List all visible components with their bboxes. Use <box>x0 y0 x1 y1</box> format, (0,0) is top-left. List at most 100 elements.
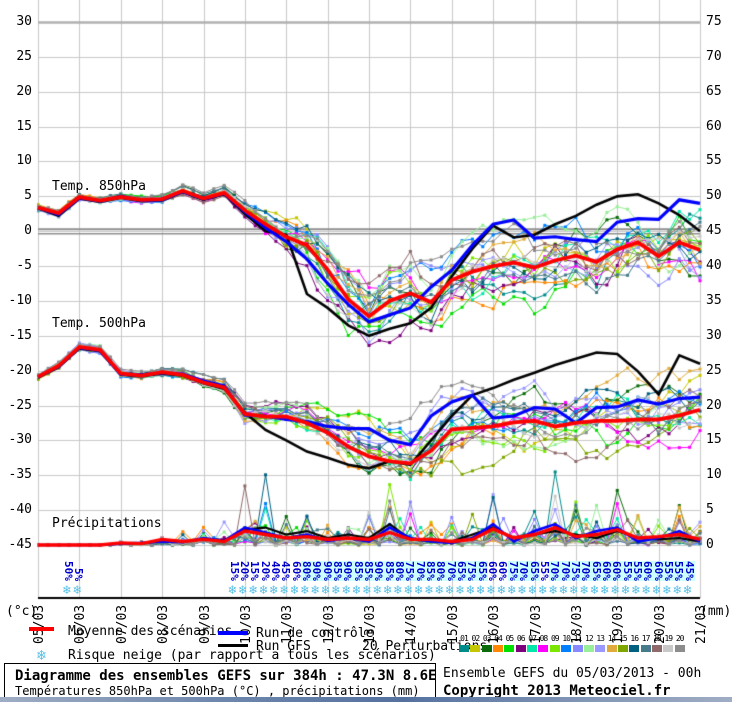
right-axis-tick: 35 <box>706 292 722 308</box>
snowflake-icon: ❄ <box>569 583 578 598</box>
legend-mean-label: Moyenne des scénarios <box>68 624 233 639</box>
snowflake-icon: ❄ <box>487 583 495 598</box>
copyright: Copyright 2013 Meteociel.fr <box>443 683 671 699</box>
perturbation-swatch <box>493 645 504 652</box>
snowflake-icon: ❄ <box>37 646 47 664</box>
left-axis-tick: 15 <box>16 118 32 134</box>
title-box: Diagramme des ensembles GEFS sur 384h : … <box>4 663 436 699</box>
perturbation-number: 19 <box>664 634 673 643</box>
perturbation-swatch <box>470 645 481 652</box>
perturbation-number: 15 <box>619 634 628 643</box>
snowflake-icon: ❄ <box>269 583 278 598</box>
perturbation-swatch <box>674 645 685 652</box>
date-label: 10/03 <box>238 604 254 644</box>
snowflake-icon: ❄ <box>580 583 589 598</box>
snowflake-icon: ❄ <box>300 583 309 598</box>
right-axis-tick: 30 <box>706 327 722 343</box>
right-axis-tick: 60 <box>706 118 722 134</box>
left-axis-tick: 0 <box>24 223 32 239</box>
left-axis-tick: 5 <box>24 188 32 204</box>
diagram-subtitle: Températures 850hPa et 500hPa (°C) , pré… <box>15 684 420 698</box>
perturbation-number: 01 <box>460 634 469 643</box>
snowflake-icon: ❄ <box>466 583 475 598</box>
perturbation-number: 13 <box>596 634 605 643</box>
snow-risk-label: 45% <box>682 560 696 581</box>
perturbation-swatch <box>583 645 594 652</box>
snowflake-icon: ❄ <box>600 583 609 598</box>
snowflake-icon: ❄ <box>394 583 402 598</box>
legend-gfs-label: Run GFS <box>256 639 311 654</box>
left-axis-tick: -25 <box>8 397 32 413</box>
date-label: 05/03 <box>32 604 47 644</box>
snowflake-icon: ❄ <box>363 583 371 598</box>
perturbation-number: 16 <box>630 634 639 643</box>
perturbation-number: 06 <box>516 634 526 643</box>
right-axis-tick: 25 <box>706 362 722 378</box>
snowflake-icon: ❄ <box>311 583 320 598</box>
perturbation-swatch <box>549 645 560 652</box>
perturbation-number: 10 <box>562 634 571 643</box>
perturbation-number: 11 <box>573 634 583 643</box>
snowflake-icon: ❄ <box>63 583 71 598</box>
snowflake-icon: ❄ <box>559 583 568 598</box>
perturbation-swatch <box>572 645 583 652</box>
perturbation-number: 09 <box>550 634 560 643</box>
snowflake-icon: ❄ <box>456 583 464 598</box>
snowflake-icon: ❄ <box>383 583 392 598</box>
right-axis-tick: 15 <box>706 432 722 448</box>
right-axis-tick: 50 <box>706 188 722 204</box>
snowflake-icon: ❄ <box>73 583 82 598</box>
snowflake-icon: ❄ <box>642 583 651 598</box>
left-axis-tick: -5 <box>16 258 32 274</box>
snowflake-icon: ❄ <box>238 583 247 598</box>
snowflake-icon: ❄ <box>621 583 630 598</box>
snowflake-icon: ❄ <box>652 583 661 598</box>
snowflake-icon: ❄ <box>528 583 537 598</box>
legend-snow-label: Risque neige (par rapport a tous les scé… <box>68 648 436 663</box>
legend-gfs-line <box>218 644 248 647</box>
legend-control-label: Run de contrôle <box>256 626 374 641</box>
date-label: 14/03 <box>404 604 420 644</box>
snowflake-icon: ❄ <box>683 583 692 598</box>
perturbation-swatch <box>481 645 492 652</box>
right-axis-tick: 45 <box>706 223 722 239</box>
perturbation-swatch <box>651 645 662 652</box>
perturbation-swatch <box>663 645 674 652</box>
left-axis-tick: -10 <box>8 292 32 308</box>
perturbation-swatch <box>617 645 628 652</box>
perturbation-number: 17 <box>641 634 651 643</box>
perturbation-number: 04 <box>494 634 503 643</box>
perturbation-swatch <box>561 645 572 652</box>
right-axis-tick: 5 <box>706 502 714 518</box>
snowflake-icon: ❄ <box>518 583 526 598</box>
right-axis-unit: (mm) <box>700 604 732 619</box>
perturbation-number: 20 <box>675 634 685 643</box>
snowflake-icon: ❄ <box>673 583 682 598</box>
snowflake-icon: ❄ <box>538 583 547 598</box>
right-axis-tick: 65 <box>706 83 722 99</box>
snowflake-icon: ❄ <box>342 583 351 598</box>
snowflake-icon: ❄ <box>352 583 361 598</box>
legend-mean-line <box>29 627 54 631</box>
snowflake-icon: ❄ <box>404 583 413 598</box>
snowflake-icon: ❄ <box>414 583 423 598</box>
perturbation-swatch <box>640 645 651 652</box>
right-axis-tick: 40 <box>706 258 722 274</box>
snowflake-icon: ❄ <box>331 583 340 598</box>
snowflake-icon: ❄ <box>249 583 258 598</box>
perturbation-number: 08 <box>539 634 549 643</box>
right-axis-tick: 70 <box>706 48 722 64</box>
left-axis-tick: 25 <box>16 48 32 64</box>
perturbation-number: 02 <box>471 634 481 643</box>
snowflake-icon: ❄ <box>280 583 289 598</box>
snowflake-icon: ❄ <box>435 583 444 598</box>
left-axis-unit: (°c) <box>6 604 38 619</box>
snowflake-icon: ❄ <box>507 583 516 598</box>
left-axis-tick: -40 <box>8 502 32 518</box>
date-label: 21/03 <box>694 604 709 644</box>
snowflake-icon: ❄ <box>631 583 640 598</box>
perturbation-number: 14 <box>607 634 617 643</box>
label-precipitations: Précipitations <box>52 516 162 531</box>
